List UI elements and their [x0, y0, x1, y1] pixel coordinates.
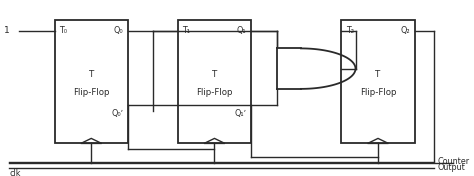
Text: Flip-Flop: Flip-Flop	[196, 88, 233, 97]
FancyBboxPatch shape	[55, 20, 128, 143]
Text: T₁: T₁	[182, 26, 191, 34]
FancyBboxPatch shape	[178, 20, 251, 143]
Text: Q₁ʼ: Q₁ʼ	[234, 109, 246, 118]
Text: Q₂: Q₂	[401, 26, 410, 34]
Text: T₂: T₂	[346, 26, 354, 34]
Text: T: T	[89, 70, 94, 79]
Text: Q₀ʼ: Q₀ʼ	[111, 109, 123, 118]
FancyBboxPatch shape	[341, 20, 415, 143]
Text: Flip-Flop: Flip-Flop	[73, 88, 109, 97]
Text: Flip-Flop: Flip-Flop	[360, 88, 396, 97]
Text: Output: Output	[438, 163, 465, 172]
Text: T: T	[375, 70, 381, 79]
Text: 1: 1	[4, 26, 9, 35]
Text: T: T	[212, 70, 217, 79]
Text: Q₁: Q₁	[237, 26, 246, 34]
Polygon shape	[277, 48, 301, 89]
Text: T₀: T₀	[59, 26, 67, 34]
Text: Q₀: Q₀	[114, 26, 123, 34]
Text: clk: clk	[9, 169, 21, 176]
Text: Counter: Counter	[438, 157, 470, 166]
